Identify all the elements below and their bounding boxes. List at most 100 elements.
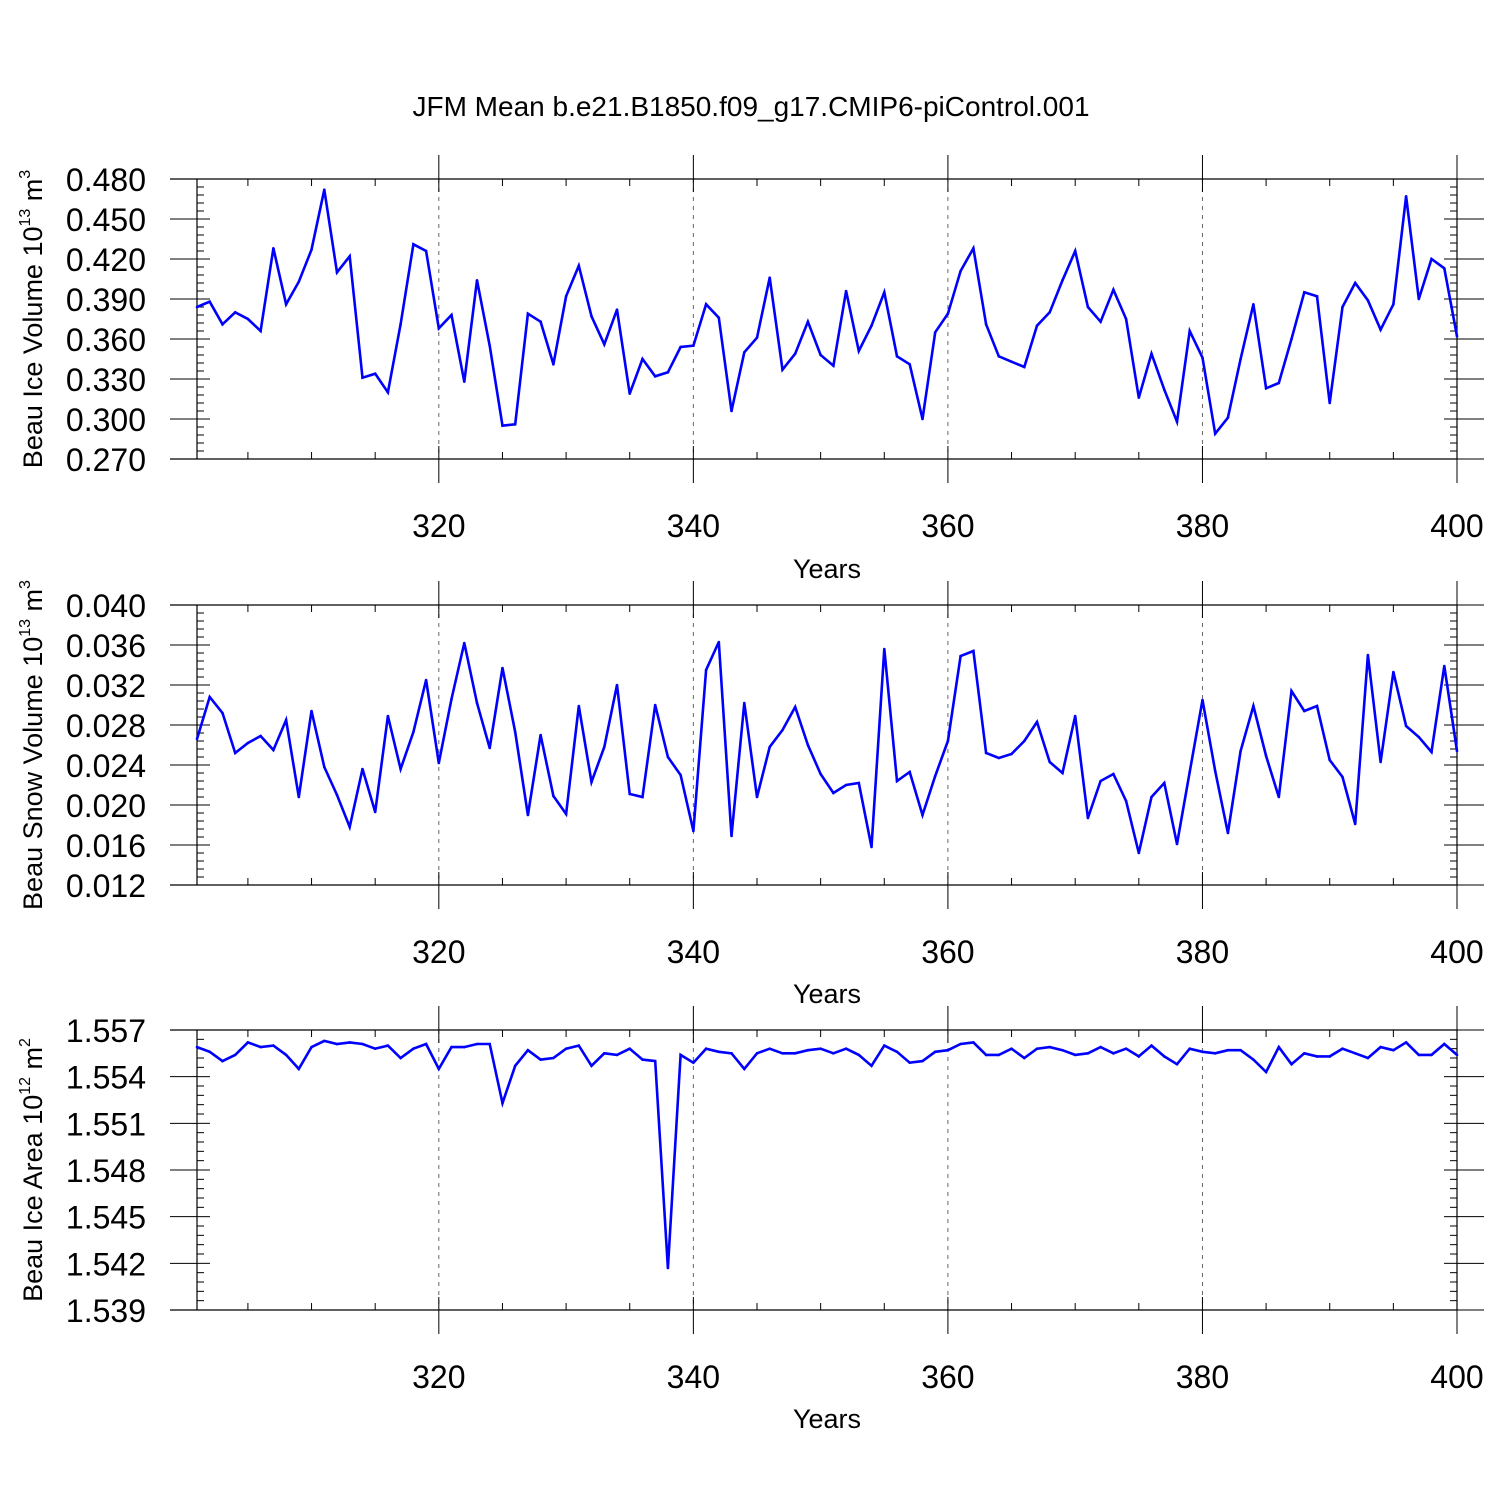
data-point (882, 647, 886, 651)
data-point (653, 375, 657, 378)
data-point (1201, 1050, 1204, 1054)
data-point (679, 1053, 682, 1057)
data-point (259, 1045, 262, 1049)
data-point (1239, 357, 1242, 361)
data-point (1379, 328, 1382, 331)
y-axis-label-unit: m (18, 1047, 48, 1077)
data-point (946, 312, 950, 315)
data-point (526, 312, 530, 315)
data-point (475, 279, 479, 282)
data-point (1379, 760, 1382, 764)
data-point (1162, 781, 1166, 785)
data-point (1086, 816, 1090, 820)
data-point (195, 1045, 199, 1049)
data-point (895, 1050, 899, 1054)
y-axis-label: Beau Snow Volume 1013 m3 (17, 580, 48, 910)
y-tick-label: 0.330 (66, 362, 146, 398)
data-point (475, 1042, 479, 1046)
data-point (539, 733, 542, 737)
y-tick-label: 0.020 (66, 788, 146, 824)
data-point (1455, 1053, 1459, 1057)
data-point (1137, 396, 1141, 399)
data-point (704, 303, 708, 306)
data-point (399, 323, 402, 326)
data-point (844, 783, 848, 787)
data-point (921, 813, 924, 817)
data-point (399, 1056, 402, 1060)
data-point (1404, 1041, 1408, 1044)
data-point (1290, 337, 1293, 341)
data-point (1124, 799, 1128, 803)
data-points (195, 188, 1459, 435)
data-point (208, 1050, 212, 1054)
data-point (424, 249, 428, 253)
data-point (539, 320, 542, 323)
data-point (1392, 303, 1395, 306)
data-point (412, 730, 415, 734)
data-point (1061, 771, 1064, 775)
data-point (322, 1039, 326, 1043)
data-point (437, 327, 441, 330)
data-point (717, 316, 721, 319)
data-point (246, 741, 250, 745)
data-point (322, 188, 326, 191)
data-point (1315, 1055, 1319, 1058)
data-point (1010, 1047, 1013, 1050)
data-point (704, 1047, 708, 1050)
y-axis-label-text: Beau Snow Volume 10 (18, 637, 48, 910)
data-point (233, 1053, 237, 1057)
data-point (412, 243, 415, 246)
data-point (806, 1048, 810, 1052)
data-point (717, 1050, 721, 1054)
data-point (1302, 1052, 1306, 1055)
x-tick-label: 400 (1430, 934, 1483, 970)
series-line-1 (196, 189, 1459, 437)
y-tick-label: 0.012 (66, 868, 146, 904)
data-point (882, 1044, 886, 1047)
data-point (564, 812, 568, 816)
data-point (1290, 1062, 1293, 1066)
data-point (462, 380, 466, 383)
data-point (590, 780, 593, 784)
data-point (666, 1266, 670, 1270)
data-point (501, 1101, 504, 1105)
data-point (1201, 356, 1204, 359)
data-point (959, 269, 962, 273)
data-point (1137, 851, 1141, 855)
data-point (1188, 329, 1192, 333)
data-point (195, 737, 199, 741)
data-point (1328, 1055, 1332, 1058)
x-tick-label: 320 (412, 934, 465, 970)
data-point (602, 343, 606, 346)
data-point (768, 1047, 772, 1050)
data-point (246, 317, 250, 321)
data-point (310, 248, 313, 251)
data-point (590, 1064, 593, 1068)
data-point (870, 1064, 873, 1068)
data-point (972, 1041, 975, 1044)
series-line-1 (196, 1039, 1458, 1269)
data-point (399, 767, 402, 771)
y-tick-label: 0.420 (66, 242, 146, 278)
x-tick-label: 380 (1176, 508, 1229, 544)
data-point (653, 703, 657, 707)
x-tick-label: 400 (1430, 508, 1483, 544)
data-point (577, 1044, 581, 1047)
data-point (730, 1052, 733, 1055)
data-point (475, 701, 479, 705)
data-point (1341, 1047, 1344, 1050)
x-tick-label: 360 (921, 1359, 974, 1395)
y-tick-label: 0.480 (66, 162, 146, 198)
data-point (1366, 653, 1370, 657)
data-point (488, 344, 492, 347)
data-point (1455, 749, 1459, 753)
x-tick-label: 360 (921, 934, 974, 970)
data-point (933, 774, 937, 778)
data-point (513, 423, 517, 426)
data-point (1341, 775, 1344, 779)
data-point (1239, 1048, 1242, 1052)
data-point (1073, 1053, 1077, 1057)
data-point (297, 795, 301, 799)
data-point (1010, 752, 1013, 756)
y-axis-label-exponent: 13 (17, 619, 34, 637)
